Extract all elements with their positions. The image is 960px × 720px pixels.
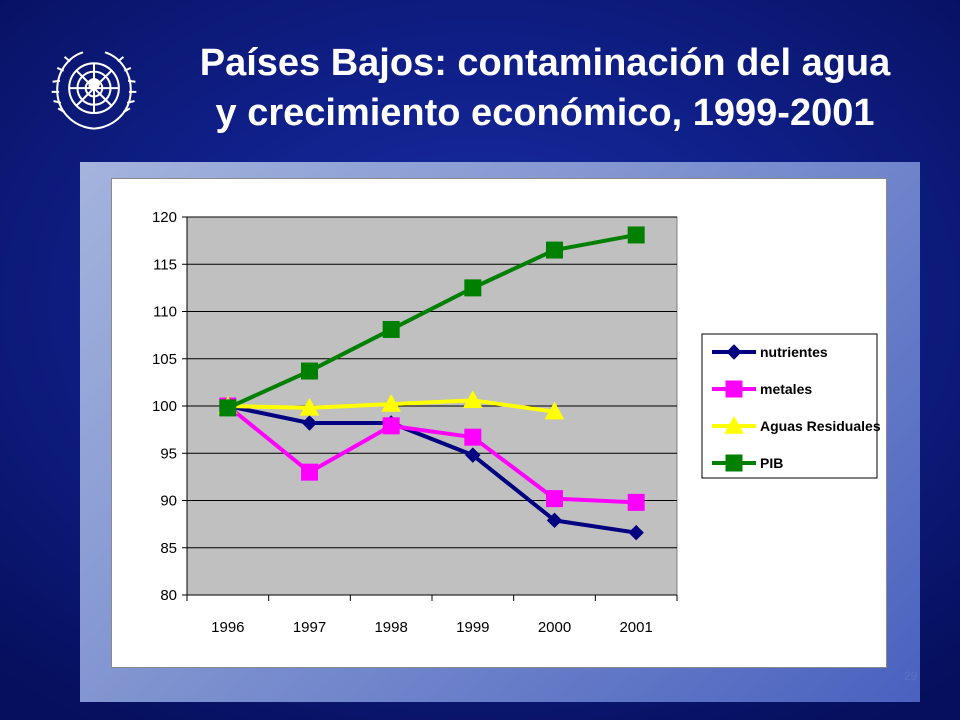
legend-marker-nutrientes (726, 344, 742, 360)
data-point-pib (627, 226, 645, 244)
legend-label-nutrientes: nutrientes (760, 344, 828, 360)
y-tick-label: 80 (160, 587, 177, 604)
series-line-pib (227, 232, 637, 410)
data-point-pib (464, 279, 482, 297)
title-line-1: Países Bajos: contaminación del agua (199, 42, 891, 84)
x-tick-label: 2001 (619, 619, 652, 636)
x-tick-label: 1997 (293, 619, 326, 636)
data-point-metales (382, 417, 400, 435)
data-point-metales (464, 428, 482, 446)
data-point-nutrientes (465, 447, 481, 463)
data-point-pib (219, 399, 237, 417)
y-tick-label: 100 (152, 398, 177, 415)
data-point-pib (301, 362, 318, 380)
chart-area: 80 85 90 95 100 105 110 115 120 1996 1997 1998 1999 2… (111, 178, 887, 668)
page-number: 29 (904, 669, 918, 683)
data-point-metales (301, 463, 318, 481)
legend-label-pib: PIB (760, 455, 783, 471)
title-line-2: y crecimiento económico, 1999-2001 (215, 92, 875, 134)
y-tick-label: 115 (153, 256, 177, 273)
x-tick-label: 1996 (211, 619, 244, 636)
legend-label-metales: metales (760, 381, 812, 397)
y-tick-label: 85 (160, 540, 177, 557)
data-point-metales (627, 493, 645, 511)
data-point-pib (546, 241, 563, 259)
un-emblem-logo (51, 51, 137, 130)
series-line-metales (226, 404, 637, 505)
data-point-metales (546, 490, 563, 508)
y-tick-label: 105 (152, 351, 177, 368)
x-tick-label: 2000 (538, 619, 571, 636)
data-point-aguas-residuales (381, 394, 402, 412)
y-tick-label: 120 (152, 209, 177, 226)
legend-marker-pib (725, 454, 743, 472)
data-point-aguas-residuales (544, 401, 565, 420)
series-line-nutrientes (227, 404, 637, 535)
line-chart: 80 85 90 95 100 105 110 115 120 1996 1997 1998 1999 2… (152, 209, 881, 636)
data-point-aguas-residuales (462, 390, 483, 409)
legend-marker-aguas-residuales (724, 415, 744, 434)
y-tick-label: 95 (160, 445, 177, 462)
page-title: Países Bajos: contaminación del agua y c… (150, 38, 940, 138)
x-tick-label: 1999 (456, 619, 489, 636)
data-point-aguas-residuales (299, 397, 320, 416)
legend-label-aguas-residuales: Aguas Residuales (760, 418, 881, 434)
data-point-pib (382, 320, 400, 338)
data-point-nutrientes (301, 415, 318, 431)
data-point-nutrientes (628, 524, 644, 541)
y-tick-label: 110 (153, 304, 177, 321)
legend-box (701, 333, 878, 479)
legend-marker-metales (725, 380, 743, 398)
x-tick-label: 1998 (374, 619, 407, 636)
y-tick-label: 90 (160, 493, 177, 510)
data-point-nutrientes (546, 512, 563, 529)
